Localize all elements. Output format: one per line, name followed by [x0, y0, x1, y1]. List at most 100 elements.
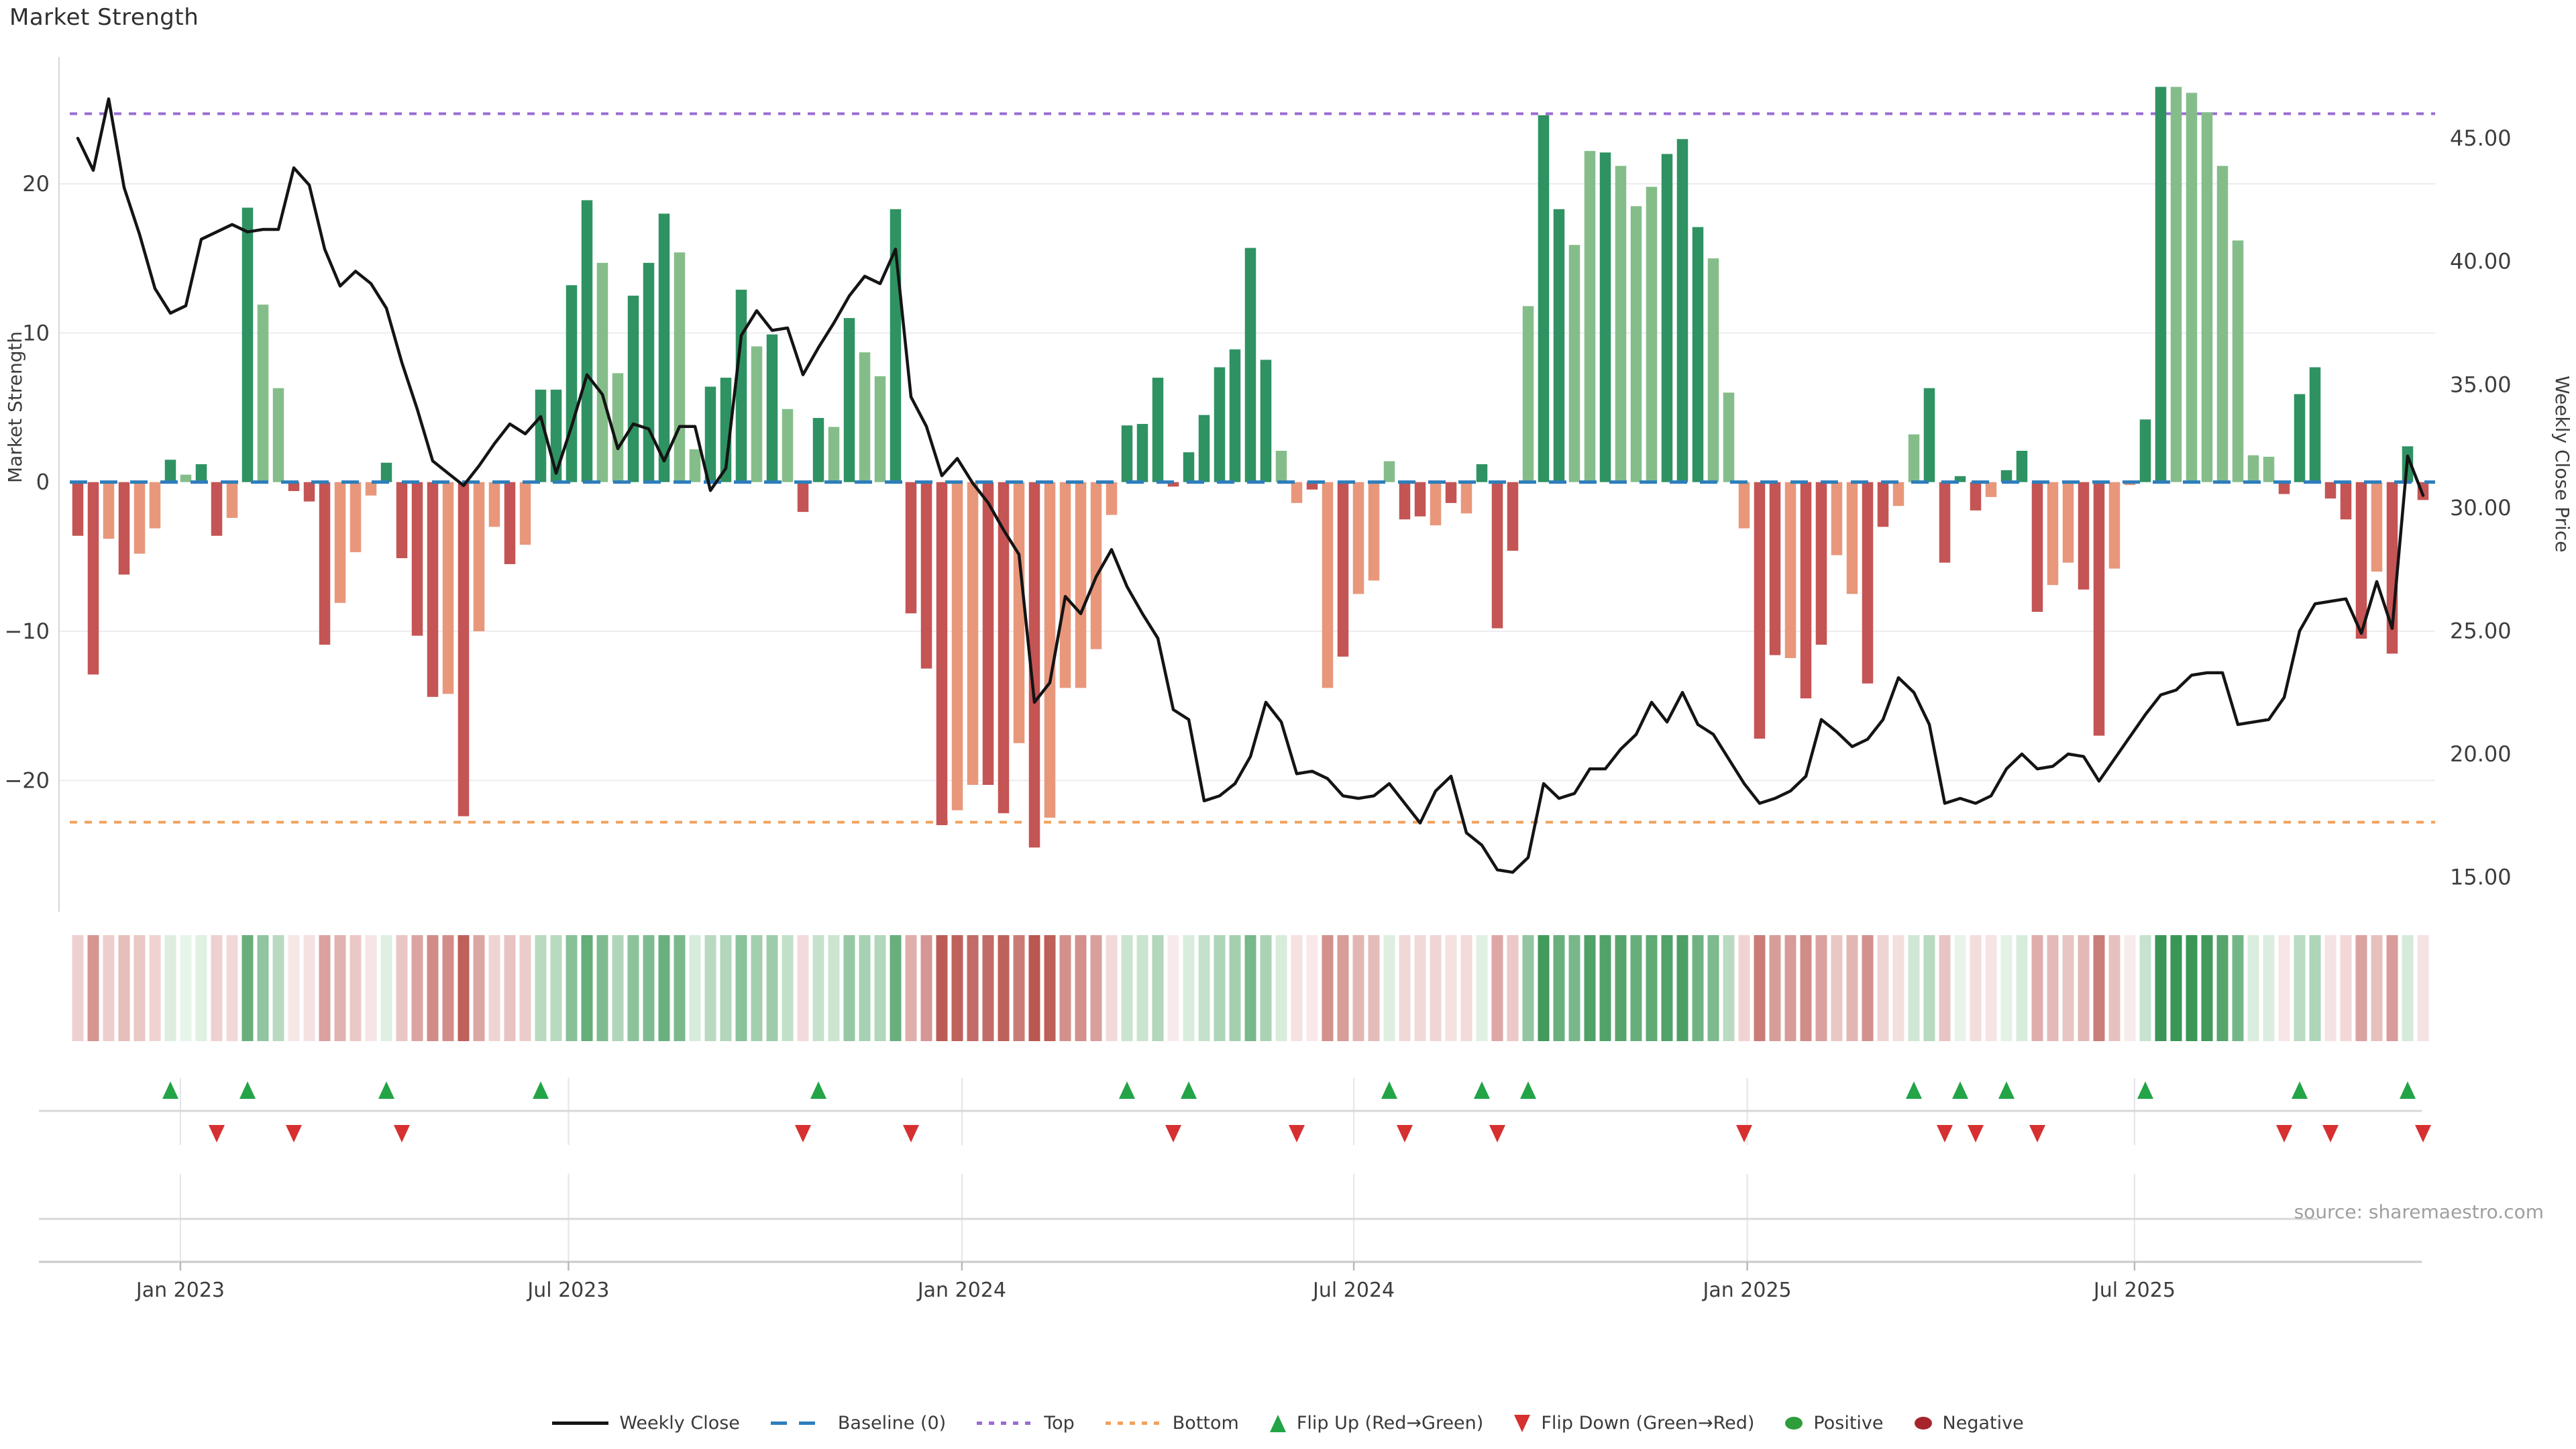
- heatmap-cell: [1414, 935, 1426, 1041]
- flip-up-marker: [378, 1081, 394, 1099]
- strength-bar: [1430, 482, 1442, 526]
- strength-bar: [1136, 423, 1148, 482]
- strength-bar: [1476, 464, 1488, 482]
- strength-bar: [442, 482, 454, 694]
- strength-bar: [2232, 240, 2244, 482]
- flip-up-marker: [810, 1081, 826, 1099]
- strength-bar: [2201, 112, 2213, 482]
- legend-item-flip-up: Flip Up (Red→Green): [1269, 1413, 1483, 1434]
- heatmap-cell: [1476, 935, 1488, 1041]
- heatmap-cell: [427, 935, 439, 1041]
- strength-bar: [118, 482, 130, 575]
- heatmap-cell: [859, 935, 871, 1041]
- heatmap-cell: [1892, 935, 1904, 1041]
- heatmap-cell: [751, 935, 763, 1041]
- strength-bar: [2062, 482, 2074, 563]
- heatmap-cell: [2294, 935, 2306, 1041]
- flip-up-triangle-icon: [1269, 1414, 1286, 1432]
- flip-down-marker: [1165, 1125, 1181, 1142]
- strength-bar: [1013, 482, 1025, 743]
- heatmap-cell: [1167, 935, 1179, 1041]
- heatmap-cell: [1831, 935, 1843, 1041]
- heatmap-cell: [720, 935, 732, 1041]
- heatmap-cell: [2000, 935, 2012, 1041]
- strength-bar: [1414, 482, 1426, 517]
- positive-dot-icon: [1785, 1417, 1803, 1430]
- strength-bar: [1862, 482, 1874, 684]
- flip-up-marker: [1952, 1081, 1968, 1099]
- strength-bar: [612, 373, 624, 482]
- heatmap-cell: [1723, 935, 1735, 1041]
- strength-bar: [1661, 154, 1673, 482]
- strength-bar: [1568, 245, 1580, 482]
- heatmap-cell: [103, 935, 115, 1041]
- left-axis-tick-label: −20: [4, 767, 50, 793]
- heatmap-cell: [1738, 935, 1750, 1041]
- heatmap-cell: [1630, 935, 1642, 1041]
- heatmap-cell: [1368, 935, 1380, 1041]
- heatmap-cell: [2386, 935, 2398, 1041]
- heatmap-cell: [458, 935, 470, 1041]
- heatmap-cell: [627, 935, 639, 1041]
- heatmap-cell: [72, 935, 84, 1041]
- strength-bar: [288, 482, 300, 492]
- strength-bar: [1121, 425, 1133, 482]
- strength-bar: [1908, 434, 1920, 482]
- heatmap-cell: [350, 935, 362, 1041]
- strength-bar: [1368, 482, 1380, 581]
- heatmap-cell: [2216, 935, 2229, 1041]
- heatmap-cell: [2078, 935, 2090, 1041]
- heatmap-cell: [2170, 935, 2182, 1041]
- strength-bar: [1538, 115, 1550, 482]
- strength-bar: [2139, 419, 2151, 482]
- strength-bar: [982, 482, 994, 786]
- heatmap-cell: [2031, 935, 2043, 1041]
- strength-bar: [566, 285, 578, 482]
- bottom-dotted-icon: [1105, 1421, 1162, 1425]
- legend-item-negative: Negative: [1914, 1413, 2024, 1434]
- strength-bar: [164, 460, 176, 482]
- heatmap-cell: [1954, 935, 1966, 1041]
- heatmap-cell: [1970, 935, 1982, 1041]
- strength-bar: [874, 376, 886, 482]
- strength-bar: [2309, 367, 2321, 482]
- right-axis-title: Weekly Close Price: [2551, 376, 2573, 553]
- heatmap-cell: [2263, 935, 2275, 1041]
- heatmap-cell: [519, 935, 531, 1041]
- strength-bar: [1090, 482, 1102, 649]
- strength-bar: [1337, 482, 1349, 657]
- strength-bar: [1507, 482, 1519, 551]
- heatmap-cell: [674, 935, 686, 1041]
- left-axis-tick-label: 10: [22, 320, 50, 345]
- strength-bar: [535, 389, 547, 482]
- heatmap-cell: [1136, 935, 1148, 1041]
- heatmap-cell: [2417, 935, 2429, 1041]
- heatmap-cell: [257, 935, 269, 1041]
- heatmap-cell: [735, 935, 747, 1041]
- flip-down-marker: [795, 1125, 811, 1142]
- strength-bar: [2031, 482, 2043, 612]
- strength-bar: [350, 482, 362, 553]
- flip-down-marker: [2322, 1125, 2339, 1142]
- strength-bar: [797, 482, 809, 513]
- heatmap-cell: [2155, 935, 2167, 1041]
- strength-bar: [735, 289, 747, 482]
- heatmap-cell: [2232, 935, 2244, 1041]
- x-axis-tick-label: Jan 2025: [1702, 1279, 1792, 1302]
- flip-up-marker: [2137, 1081, 2153, 1099]
- strength-bar: [1322, 482, 1334, 688]
- source-attribution: source: sharemaestro.com: [2294, 1201, 2544, 1223]
- strength-bar: [1352, 482, 1364, 594]
- left-axis-tick-label: 0: [36, 470, 50, 495]
- heatmap-cell: [1522, 935, 1534, 1041]
- right-axis-tick-label: 40.00: [2450, 249, 2512, 274]
- strength-bar: [2108, 482, 2121, 569]
- strength-bar: [951, 482, 963, 810]
- heatmap-cell: [2139, 935, 2151, 1041]
- heatmap-cell: [2247, 935, 2259, 1041]
- strength-bar: [87, 482, 99, 675]
- strength-bar: [812, 418, 824, 482]
- heatmap-cell: [596, 935, 608, 1041]
- heatmap-cell: [1646, 935, 1658, 1041]
- heatmap-cell: [689, 935, 701, 1041]
